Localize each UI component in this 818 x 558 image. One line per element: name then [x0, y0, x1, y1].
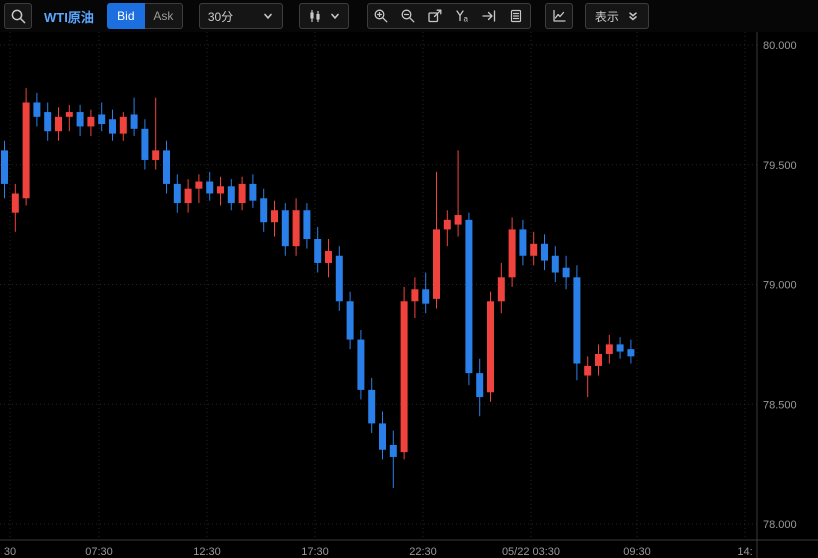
svg-text:a: a	[464, 15, 469, 24]
zoom-in-button[interactable]	[368, 4, 395, 28]
candlestick-type-icon	[310, 8, 320, 24]
search-button[interactable]	[4, 3, 32, 29]
screenshot-button[interactable]	[422, 4, 449, 28]
candlestick-chart[interactable]: 80.000 79.500 79.000 78.500 78.000 30 07:30 12:…	[0, 32, 818, 558]
indicator-icon	[551, 8, 567, 24]
svg-text:05/22 03:30: 05/22 03:30	[502, 546, 560, 558]
go-to-latest-icon	[481, 8, 497, 24]
double-chevron-down-icon	[627, 10, 639, 23]
timeframe-dropdown[interactable]: 30分	[198, 3, 283, 29]
chart-type-dropdown[interactable]	[298, 3, 349, 29]
svg-text:30: 30	[4, 546, 16, 558]
chevron-down-icon	[329, 10, 341, 22]
y-axis-scale-button[interactable]: a	[449, 4, 476, 28]
indicator-button[interactable]	[544, 3, 573, 29]
zoom-in-icon	[373, 8, 389, 24]
bid-ask-toggle: Bid Ask	[106, 3, 183, 29]
symbol-name[interactable]: WTI原油	[44, 9, 94, 25]
memo-icon	[508, 8, 524, 24]
display-dropdown[interactable]: 表示	[584, 3, 649, 29]
chart-tools-group: a	[366, 3, 531, 29]
chevron-down-icon	[262, 10, 274, 22]
screenshot-icon	[427, 8, 443, 24]
bid-button[interactable]: Bid	[106, 3, 145, 29]
svg-text:80.000: 80.000	[763, 40, 797, 52]
display-label: 表示	[594, 9, 619, 24]
svg-text:22:30: 22:30	[409, 546, 437, 558]
svg-text:09:30: 09:30	[623, 546, 651, 558]
svg-text:07:30: 07:30	[85, 546, 113, 558]
svg-text:79.000: 79.000	[763, 280, 797, 292]
y-axis-scale-icon: a	[454, 8, 469, 24]
zoom-out-icon	[400, 8, 416, 24]
zoom-out-button[interactable]	[395, 4, 422, 28]
timeframe-value: 30分	[207, 9, 234, 24]
svg-text:78.500: 78.500	[763, 399, 797, 411]
svg-text:79.500: 79.500	[763, 160, 797, 172]
ask-button[interactable]: Ask	[144, 3, 183, 29]
svg-text:17:30: 17:30	[301, 546, 329, 558]
search-icon	[10, 8, 27, 25]
go-to-latest-button[interactable]	[476, 4, 503, 28]
svg-text:12:30: 12:30	[193, 546, 221, 558]
svg-text:14:: 14:	[737, 546, 752, 558]
toolbar: WTI原油 Bid Ask 30分	[0, 0, 818, 32]
svg-text:78.000: 78.000	[763, 519, 797, 531]
memo-button[interactable]	[503, 4, 530, 28]
